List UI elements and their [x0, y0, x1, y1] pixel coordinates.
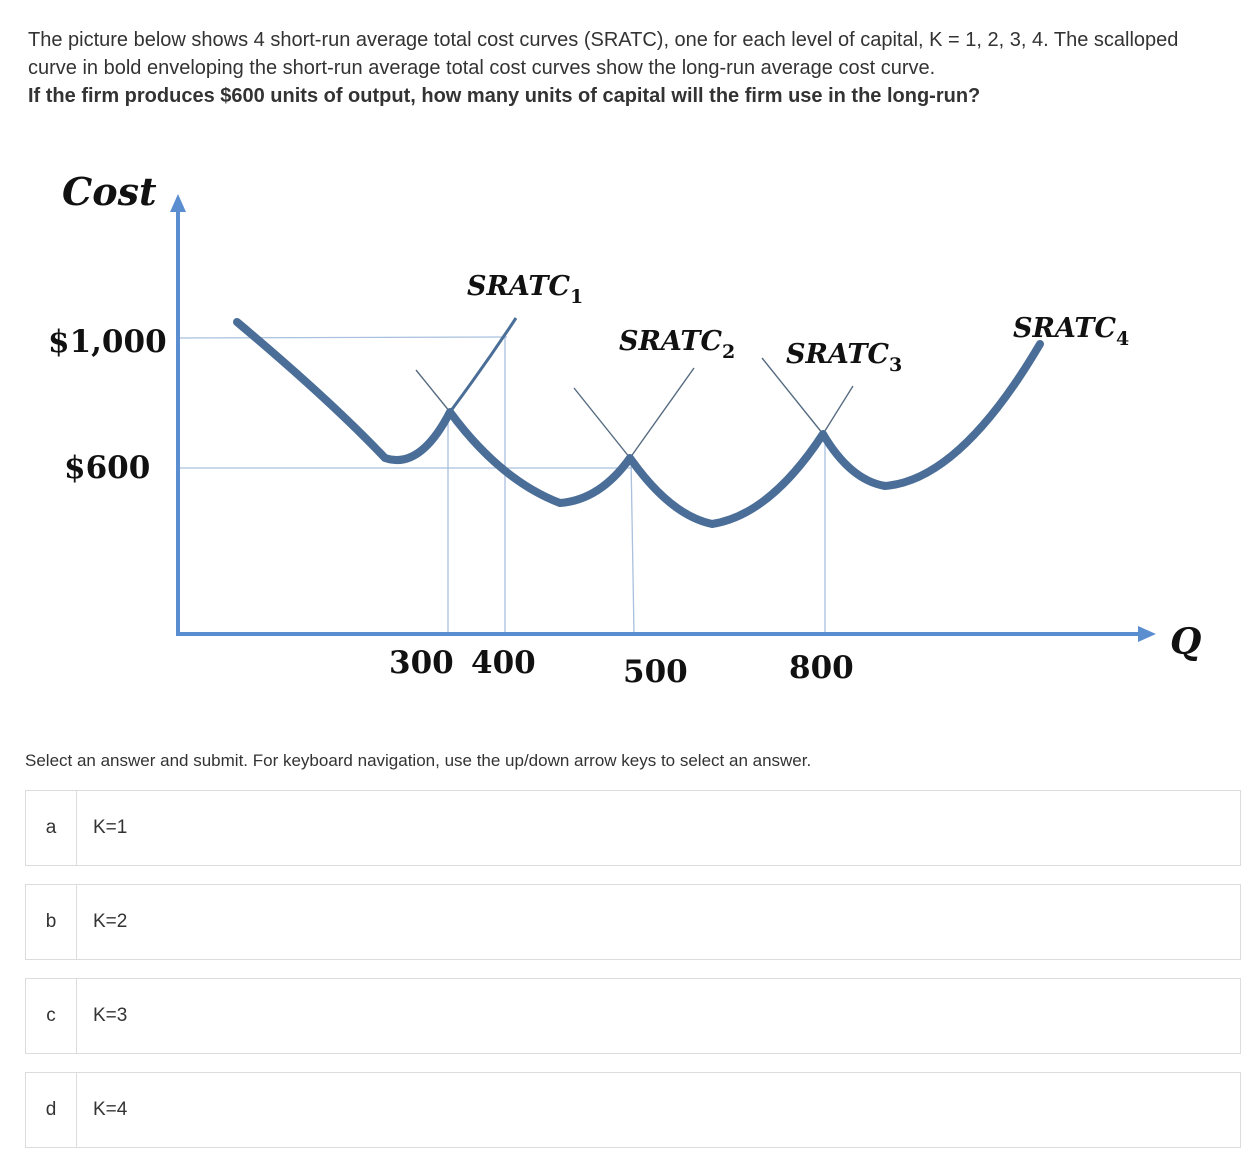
x-tick-300: 300 [389, 645, 454, 681]
option-text: K=4 [93, 1099, 128, 1120]
question-text: The picture below shows 4 short-run aver… [28, 26, 1228, 110]
y-tick-1000: $1,000 [48, 324, 167, 360]
option-a[interactable]: a K=1 [25, 790, 1241, 866]
x-axis-arrow [1138, 626, 1156, 642]
option-text: K=2 [93, 911, 128, 932]
sratc3-left-arm [761, 357, 824, 435]
sratc2-left-arm [415, 369, 451, 413]
y-axis-arrow [170, 194, 186, 212]
sratc1-right-arm [448, 317, 518, 413]
x-axis-label: Q [1170, 621, 1201, 663]
option-d[interactable]: d K=4 [25, 1072, 1241, 1148]
sratc-thin-curves [415, 317, 854, 459]
sratc2-label: SRATC2 [619, 326, 735, 363]
instructions-text: Select an answer and submit. For keyboar… [25, 751, 812, 770]
sratc3-right-arm [822, 385, 854, 435]
x-tick-500: 500 [623, 654, 688, 690]
sratc1-label: SRATC1 [467, 271, 583, 308]
sratc2-right-arm [629, 367, 695, 459]
sratc3-label: SRATC3 [786, 339, 902, 376]
y-tick-600: $600 [64, 450, 150, 486]
guide-lines [179, 336, 826, 635]
lrac-envelope [233, 318, 1044, 528]
guide-1000 [179, 336, 508, 339]
x-tick-400: 400 [471, 645, 536, 681]
y-axis-label: Cost [62, 169, 157, 214]
x-tick-800: 800 [789, 650, 854, 686]
option-b[interactable]: b K=2 [25, 884, 1241, 960]
question-prompt: If the firm produces $600 units of outpu… [28, 85, 981, 107]
question-body: The picture below shows 4 short-run aver… [28, 29, 1179, 79]
sratc4-label: SRATC4 [1013, 313, 1129, 350]
answer-options: a K=1 b K=2 c K=3 d K=4 [25, 790, 1241, 1166]
guide-500 [630, 457, 635, 635]
sratc2-left-ext [573, 387, 631, 459]
option-text: K=3 [93, 1005, 128, 1026]
option-letter: a [26, 791, 77, 865]
option-letter: c [26, 979, 77, 1053]
option-c[interactable]: c K=3 [25, 978, 1241, 1054]
option-text: K=1 [93, 817, 128, 838]
option-letter: d [26, 1073, 77, 1147]
cost-chart: Cost Q $1,000 $600 300 400 500 800 SRATC… [48, 169, 1201, 690]
cost-curve-figure: Cost Q $1,000 $600 300 400 500 800 SRATC… [0, 150, 1252, 710]
option-letter: b [26, 885, 77, 959]
